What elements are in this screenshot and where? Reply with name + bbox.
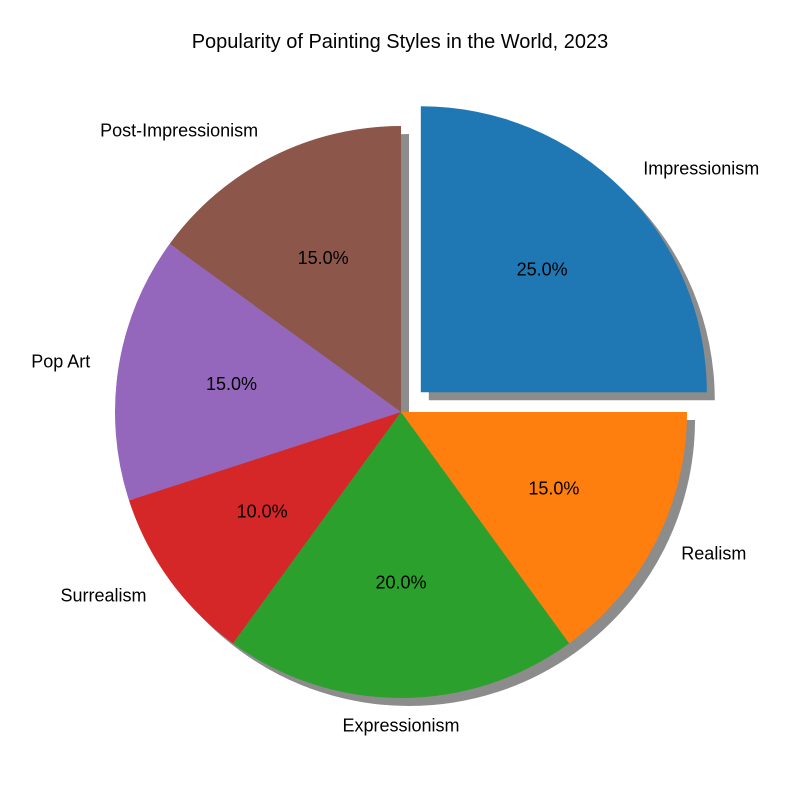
slice-label-impressionism: Impressionism [643,158,759,178]
slice-label-realism: Realism [681,544,746,564]
pct-label-impressionism: 25.0% [517,260,568,280]
slice-impressionism [420,106,707,393]
slice-label-expressionism: Expressionism [342,715,459,735]
pie-slices [115,106,707,698]
slice-realism [401,412,687,644]
slice-label-post-impressionism: Post-Impressionism [100,120,258,140]
pie-labels: Impressionism 25.0% Realism 15.0% Expression… [31,120,759,735]
pct-label-realism: 15.0% [528,479,579,499]
pct-label-post-impressionism: 15.0% [298,248,349,268]
slice-pop-art [115,243,402,501]
pct-label-expressionism: 20.0% [375,572,426,592]
slice-post-impressionism [169,125,401,412]
slice-surrealism [128,412,401,644]
pct-label-pop-art: 15.0% [206,374,257,394]
chart-title: Popularity of Painting Styles in the Wor… [192,31,609,53]
slice-label-surrealism: Surrealism [60,586,146,606]
slice-expressionism [232,412,570,698]
slice-label-pop-art: Pop Art [31,352,90,372]
pct-label-surrealism: 10.0% [237,502,288,522]
